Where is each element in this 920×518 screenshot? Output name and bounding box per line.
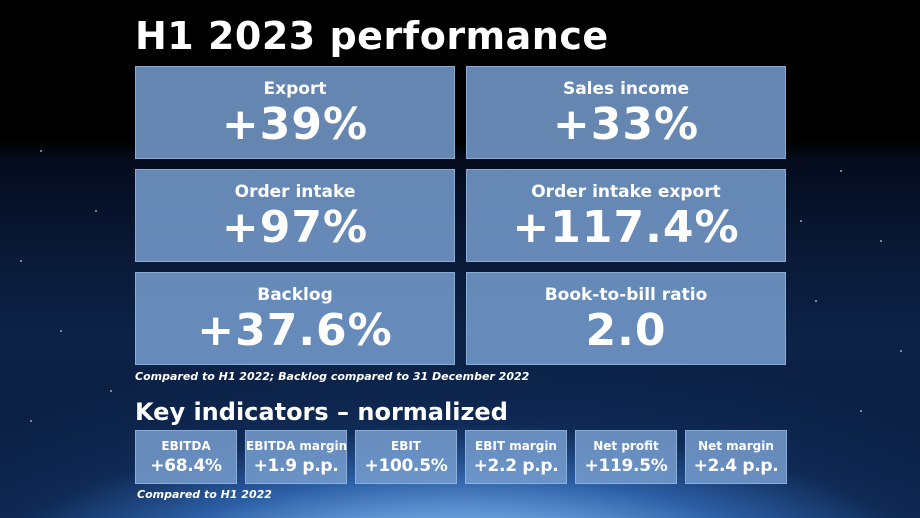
kpi-tile-order-intake-export: Order intake export +117.4%: [466, 169, 786, 262]
kpi-label: Book-to-bill ratio: [544, 285, 708, 305]
kpi-label: Sales income: [562, 79, 690, 99]
kpi-value: 2.0: [585, 305, 667, 356]
kpi-value: +97%: [221, 202, 369, 253]
kpi-tile-backlog: Backlog +37.6%: [135, 272, 455, 365]
tiles-footnote: Compared to H1 2022; Backlog compared to…: [135, 370, 530, 383]
indicator-ebit: EBIT +100.5%: [355, 430, 457, 484]
kpi-label: Backlog: [257, 285, 333, 305]
kpi-tile-order-intake: Order intake +97%: [135, 169, 455, 262]
indicator-value: +1.9 p.p.: [253, 456, 339, 476]
kpi-label: Order intake export: [531, 182, 721, 202]
indicator-value: +2.4 p.p.: [693, 456, 779, 476]
indicator-ebit-margin: EBIT margin +2.2 p.p.: [465, 430, 567, 484]
kpi-label: Export: [263, 79, 327, 99]
kpi-label: Order intake: [234, 182, 356, 202]
kpi-value: +39%: [221, 99, 369, 150]
indicator-label: EBIT: [391, 439, 421, 453]
kpi-value: +117.4%: [512, 202, 740, 253]
indicator-value: +100.5%: [364, 456, 448, 476]
kpi-tile-sales-income: Sales income +33%: [466, 66, 786, 159]
kpi-value: +37.6%: [197, 305, 393, 356]
indicator-value: +119.5%: [584, 456, 668, 476]
indicator-ebitda: EBITDA +68.4%: [135, 430, 237, 484]
kpi-value: +33%: [552, 99, 700, 150]
indicator-label: EBIT margin: [475, 439, 557, 453]
page-title: H1 2023 performance: [135, 14, 609, 58]
indicators-footnote: Compared to H1 2022: [137, 488, 272, 501]
indicator-net-margin: Net margin +2.4 p.p.: [685, 430, 787, 484]
indicator-label: EBITDA: [161, 439, 211, 453]
indicator-label: Net margin: [698, 439, 774, 453]
kpi-tile-book-to-bill: Book-to-bill ratio 2.0: [466, 272, 786, 365]
indicator-ebitda-margin: EBITDA margin +1.9 p.p.: [245, 430, 347, 484]
indicator-value: +2.2 p.p.: [473, 456, 559, 476]
indicator-net-profit: Net profit +119.5%: [575, 430, 677, 484]
indicator-label: EBITDA margin: [246, 439, 348, 453]
indicator-value: +68.4%: [150, 456, 222, 476]
indicators-title: Key indicators – normalized: [135, 398, 508, 426]
kpi-tile-export: Export +39%: [135, 66, 455, 159]
indicator-label: Net profit: [593, 439, 659, 453]
